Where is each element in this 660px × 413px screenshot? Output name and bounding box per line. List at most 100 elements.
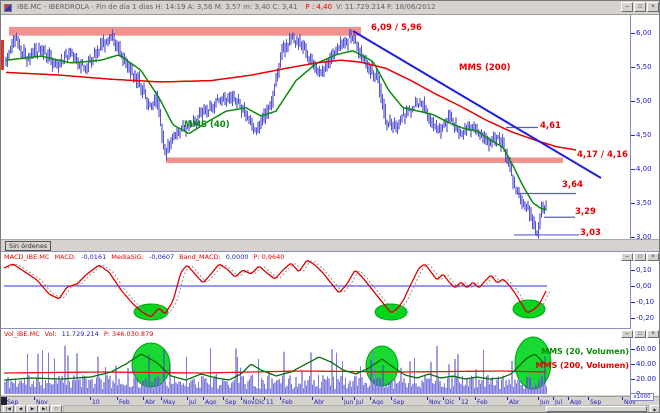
macd-indicator-panel[interactable]: MACD_IBE.MC MACD: -0,0161 MediaSIG: -0,0607 B… <box>1 251 659 329</box>
time-tick <box>117 397 118 400</box>
minimize-button[interactable]: – <box>621 330 633 338</box>
time-label: Dic <box>255 399 265 406</box>
volume-chart[interactable] <box>1 329 630 396</box>
time-tick <box>203 397 204 400</box>
horizontal-scrollbar[interactable] <box>63 405 649 412</box>
axis-tick <box>631 203 635 204</box>
time-label: Ago <box>205 399 217 406</box>
close-button[interactable]: × <box>647 2 659 12</box>
time-label: Abr <box>509 399 520 406</box>
time-label: Sep <box>590 399 602 406</box>
bottom-toolbar: |◀◀▶▶|□◀ ▶ <box>1 405 659 412</box>
time-label: Jun <box>344 399 354 406</box>
annotation-level-461: 4,61 <box>540 121 561 131</box>
time-tick <box>427 397 428 400</box>
axis-tick <box>631 33 635 34</box>
time-label: Sep <box>393 399 405 406</box>
jump-start-button[interactable]: |◀ <box>3 405 14 412</box>
title-bar[interactable]: IBE.MC - IBERDROLA - Fin de día 1 días H… <box>1 1 659 15</box>
close-button[interactable]: × <box>647 253 659 261</box>
close-button[interactable]: × <box>647 330 659 338</box>
time-label: 11 <box>266 399 274 406</box>
maximize-button[interactable]: □ <box>634 2 646 12</box>
time-tick <box>354 397 355 400</box>
macd-chart[interactable] <box>1 252 630 329</box>
annotation-level-303: 3,03 <box>580 228 601 238</box>
time-label: Ago <box>570 399 582 406</box>
header-field: Vol: <box>44 330 57 338</box>
vol-mms200-label: MMS (200, Volumen) <box>535 361 629 370</box>
header-field: -0,0607 <box>149 253 175 261</box>
volume-axis-multiplier: x1000 <box>630 393 654 401</box>
step-back-button[interactable]: ◀ <box>15 405 26 412</box>
annotation-level-329: 3,29 <box>575 207 596 217</box>
volume-panel[interactable]: Vol_IBE.MC Vol: 11.729.214 P: 346.030.879 –… <box>1 328 659 398</box>
time-tick <box>253 397 254 400</box>
time-tick <box>143 397 144 400</box>
axis-tick <box>631 270 635 271</box>
price-axis[interactable]: 6,00 5,50 5,00 4,50 4,00 3,50 3,00 <box>630 15 659 241</box>
macd-axis[interactable]: 0,10 0,00 -0,10 -0,20 <box>630 260 659 329</box>
step-forward-button[interactable]: ▶ <box>27 405 38 412</box>
time-tick <box>34 397 35 400</box>
time-label: Sep <box>225 399 237 406</box>
axis-label: 5,00 <box>636 97 652 105</box>
time-tick <box>391 397 392 400</box>
header-field: Band_MACD: <box>179 253 221 261</box>
minimize-button[interactable]: – <box>621 253 633 261</box>
axis-label: 40.00 <box>636 360 657 368</box>
window-buttons: – □ × <box>621 2 659 12</box>
time-label: Nov <box>624 399 636 406</box>
time-label: Abr <box>314 399 325 406</box>
maximize-button[interactable]: □ <box>634 253 646 261</box>
time-axis[interactable]: Sep Nov 10 Feb Abr May Jul Ago Sep Nov Dic 11 Feb Abr… <box>1 396 659 406</box>
macd-header: MACD_IBE.MC MACD: -0,0161 MediaSIG: -0,0607 B… <box>4 253 289 261</box>
axis-label: 60.00 <box>636 345 657 353</box>
axis-tick <box>631 169 635 170</box>
time-tick <box>553 397 554 400</box>
volume-panel-buttons: – □ × <box>621 330 659 338</box>
time-label: Nov <box>36 399 48 406</box>
jump-end-button[interactable]: ▶| <box>39 405 50 412</box>
mode-button[interactable]: □ <box>51 405 62 412</box>
axis-tick <box>631 67 635 68</box>
annotation-resistance-top: 6,09 / 5,96 <box>371 23 422 33</box>
time-label: Sep <box>7 399 19 406</box>
time-tick <box>264 397 265 400</box>
header-field: P: 346.030.879 <box>103 330 154 338</box>
header-field: Vol_IBE.MC <box>4 330 40 338</box>
time-label: Jul <box>356 399 364 406</box>
annotation-band-mid: 4,17 / 4,16 <box>577 150 628 160</box>
axis-tick <box>631 349 635 350</box>
axis-tick <box>631 379 635 380</box>
axis-corner-box <box>1 397 7 406</box>
axis-label: 20.00 <box>636 375 657 383</box>
macd-panel-buttons: – □ × <box>621 253 659 261</box>
app-icon <box>4 4 12 12</box>
time-label: 12 <box>461 399 469 406</box>
maximize-button[interactable]: □ <box>634 330 646 338</box>
axis-tick <box>631 302 635 303</box>
time-tick <box>443 397 444 400</box>
time-tick <box>187 397 188 400</box>
price-chart[interactable] <box>1 15 630 239</box>
header-field: MACD: <box>54 253 77 261</box>
price-chart-panel[interactable]: 6,00 5,50 5,00 4,50 4,00 3,50 3,00 6,09 / 5,96… <box>1 15 659 241</box>
time-label: Jun <box>540 399 550 406</box>
axis-label: 4,50 <box>636 131 652 139</box>
header-field: MediaSIG: <box>111 253 145 261</box>
scrollbar-thumb[interactable] <box>546 406 647 412</box>
time-label: Feb <box>282 399 293 406</box>
minimize-button[interactable]: – <box>621 2 633 12</box>
time-label: Jul <box>189 399 197 406</box>
time-tick <box>538 397 539 400</box>
time-tick <box>161 397 162 400</box>
no-orders-chip[interactable]: Sin órdenes <box>5 241 52 251</box>
scrollbar-right-arrow[interactable]: ▶ <box>650 405 659 412</box>
axis-tick <box>631 318 635 319</box>
axis-label: 3,00 <box>636 233 652 241</box>
time-tick <box>588 397 589 400</box>
time-label: Feb <box>119 399 130 406</box>
